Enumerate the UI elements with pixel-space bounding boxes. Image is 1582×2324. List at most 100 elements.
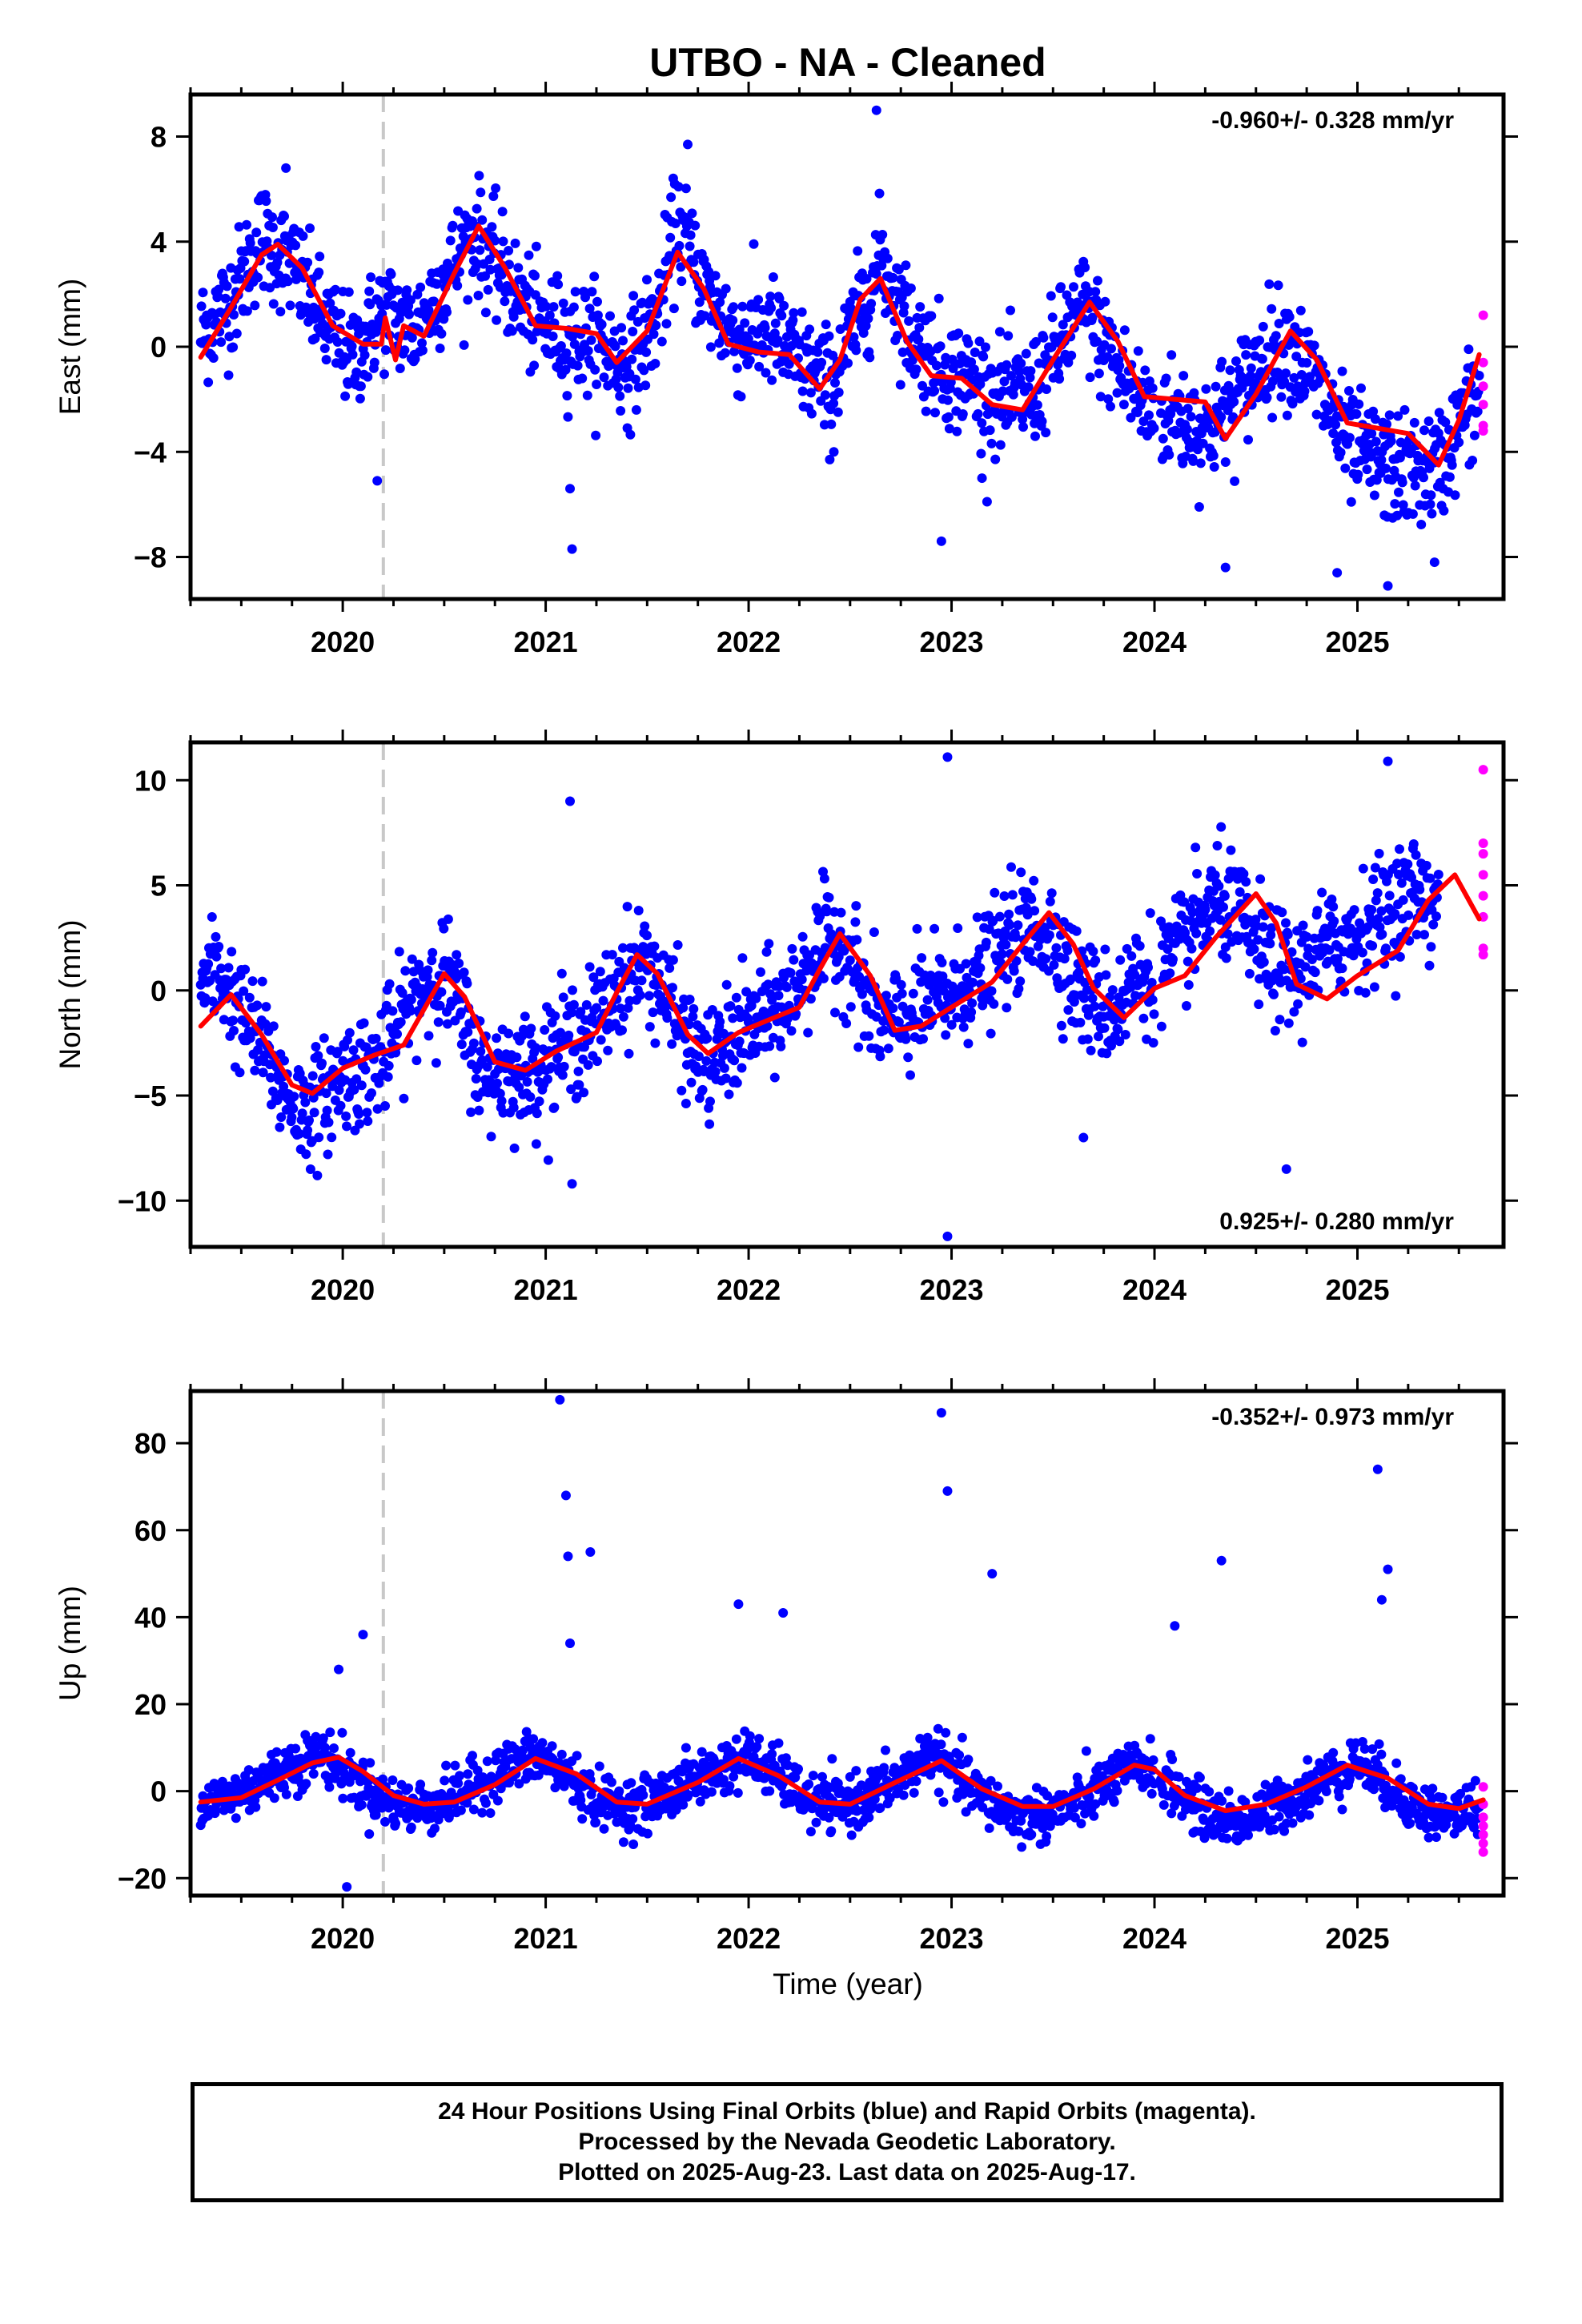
east-final-point (599, 372, 609, 383)
north-final-point (276, 1112, 287, 1122)
east-outlier-point (1429, 557, 1439, 568)
east-final-point (592, 296, 602, 307)
east-final-point (568, 302, 579, 312)
east-final-point (1426, 490, 1436, 501)
north-final-point (1460, 0, 1469, 5)
up-final-point (324, 1782, 335, 1792)
east-final-point (661, 319, 672, 329)
east-final-point (931, 360, 942, 371)
north-final-point (443, 1019, 452, 1029)
north-final-point (1324, 945, 1335, 955)
up-final-point (905, 1750, 915, 1760)
east-final-point (1140, 365, 1150, 376)
east-final-point (1069, 282, 1078, 292)
east-final-point (1031, 336, 1041, 347)
east-final-point (863, 313, 873, 324)
up-final-point (1328, 1747, 1339, 1758)
east-final-point (973, 408, 983, 419)
north-final-point (482, 1062, 492, 1072)
east-final-point (1018, 422, 1028, 432)
north-final-point (532, 1108, 542, 1119)
north-final-point (1002, 1003, 1012, 1013)
north-final-point (990, 887, 1000, 898)
east-final-point (975, 379, 986, 389)
north-final-point (250, 1065, 260, 1076)
north-final-point (356, 1080, 367, 1091)
east-final-point (268, 299, 279, 309)
north-final-point (1403, 859, 1413, 870)
east-final-point (472, 203, 482, 214)
east-final-point (728, 316, 738, 325)
up-final-point (492, 1795, 503, 1806)
east-final-point (765, 292, 776, 302)
east-final-point (930, 408, 940, 418)
north-final-point (797, 931, 808, 942)
east-final-point (631, 404, 641, 415)
up-final-point (440, 1775, 450, 1786)
east-final-point (584, 304, 595, 314)
east-final-point (589, 271, 600, 282)
north-final-point (623, 1003, 633, 1013)
east-final-point (224, 332, 235, 342)
east-final-point (592, 380, 602, 389)
east-final-point (267, 212, 277, 223)
up-final-point (477, 1807, 488, 1818)
north-final-point (1165, 968, 1175, 979)
north-final-point (1145, 908, 1155, 919)
up-final-point (365, 1758, 375, 1768)
north-final-point (918, 1034, 928, 1044)
east-final-point (1381, 463, 1391, 473)
north-x-tick-label: 2023 (919, 1273, 983, 1306)
east-final-point (386, 269, 396, 279)
north-final-point (1438, 0, 1447, 5)
east-final-point (569, 339, 580, 349)
east-final-point (1046, 291, 1056, 301)
north-final-point (1367, 905, 1377, 915)
north-final-point (1062, 945, 1073, 955)
north-final-point (912, 923, 922, 934)
north-final-point (1221, 953, 1231, 963)
north-final-point (1451, 0, 1460, 5)
east-final-point (463, 295, 473, 305)
up-final-point (572, 1751, 582, 1761)
east-final-point (715, 297, 725, 308)
north-final-point (1473, 0, 1483, 5)
east-final-point (753, 295, 764, 305)
north-final-point (427, 955, 437, 966)
east-final-point (944, 424, 954, 434)
east-outlier-point (936, 536, 946, 546)
east-final-point (498, 236, 508, 247)
north-final-point (618, 943, 628, 953)
north-final-point (789, 955, 799, 965)
north-final-point (1372, 888, 1383, 899)
north-final-point (1279, 964, 1290, 975)
up-final-point (824, 1812, 834, 1823)
north-final-point (642, 931, 652, 941)
east-final-point (448, 220, 458, 231)
north-final-point (588, 972, 599, 983)
north-final-point (957, 981, 967, 991)
north-final-point (685, 995, 695, 1004)
east-final-point (1106, 344, 1116, 354)
up-final-point (338, 1793, 348, 1803)
north-final-point (1187, 907, 1198, 918)
east-final-point (1273, 280, 1283, 291)
up-final-point (1334, 1791, 1344, 1802)
east-final-point (366, 272, 376, 283)
north-final-point (1071, 926, 1082, 936)
up-final-point (1243, 1830, 1253, 1840)
up-final-point (269, 1793, 279, 1803)
east-final-point (1161, 373, 1171, 384)
north-final-point (294, 1128, 304, 1139)
east-final-point (1220, 457, 1231, 467)
up-final-point (793, 1764, 803, 1774)
east-final-point (784, 359, 794, 369)
north-final-point (1376, 906, 1387, 916)
north-final-point (650, 1038, 661, 1048)
north-final-point (786, 1026, 797, 1036)
up-final-point (678, 1799, 689, 1810)
east-final-point (998, 386, 1008, 396)
up-final-point (550, 1783, 560, 1793)
east-final-point (1021, 348, 1031, 359)
up-final-point (1223, 1786, 1234, 1796)
